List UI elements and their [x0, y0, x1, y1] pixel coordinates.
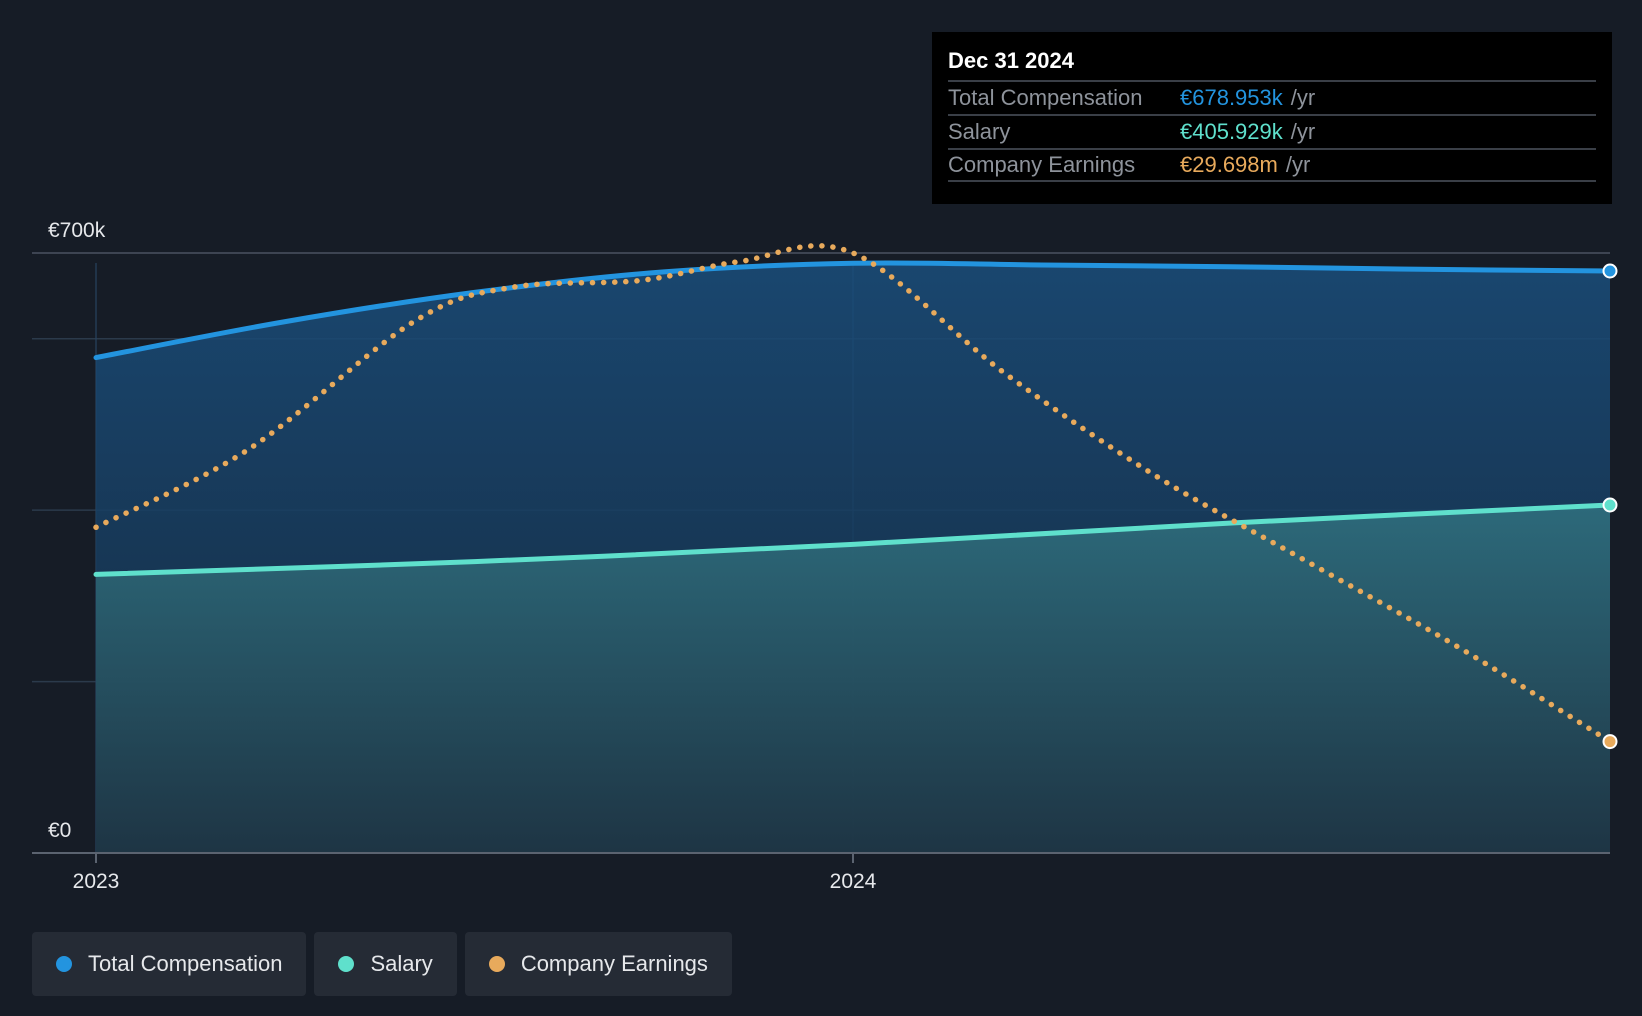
- tooltip-row-total-compensation: Total Compensation €678.953k /yr: [948, 80, 1596, 114]
- legend-item-total-compensation[interactable]: Total Compensation: [32, 932, 307, 996]
- y-tick-label: €0: [48, 819, 71, 842]
- tooltip-date: Dec 31 2024: [948, 48, 1074, 73]
- series-line-total-compensation: [93, 260, 1613, 361]
- tooltip-row-company-earnings: Company Earnings €29.698m /yr: [948, 148, 1596, 182]
- area-salary: [96, 505, 1610, 853]
- tooltip-label: Salary: [948, 119, 1011, 144]
- legend-dot-icon: [488, 956, 505, 972]
- area-layer: [96, 262, 1610, 853]
- tooltip-label: Company Earnings: [948, 152, 1136, 177]
- legend-item-company-earnings[interactable]: Company Earnings: [464, 932, 732, 996]
- legend-dot-icon: [56, 956, 72, 972]
- legend-dot-icon: [338, 956, 355, 972]
- legend-label: Total Compensation: [88, 951, 283, 976]
- series-line-salary: [93, 502, 1613, 577]
- legend-item-salary[interactable]: Salary: [314, 932, 457, 996]
- legend-label: Salary: [370, 951, 433, 976]
- axis-layer: 2023 2024 €700k €0: [32, 219, 1610, 893]
- legend: Total Compensation Salary Company Earnin…: [32, 932, 732, 996]
- tooltip-unit: /yr: [1290, 119, 1316, 144]
- tooltip-row-salary: Salary €405.929k /yr: [948, 114, 1596, 148]
- line-layer: [93, 243, 1618, 750]
- x-tick-label: 2024: [830, 870, 877, 893]
- tooltip-label: Total Compensation: [948, 85, 1143, 110]
- series-end-marker: [1602, 734, 1618, 750]
- tooltip: Dec 31 2024 Total Compensation €678.953k…: [932, 32, 1612, 204]
- tooltip-unit: /yr: [1290, 85, 1316, 110]
- y-tick-label: €700k: [48, 219, 106, 242]
- legend-label: Company Earnings: [520, 951, 708, 976]
- series-line-company-earnings: [93, 243, 1613, 745]
- series-end-marker: [1602, 263, 1618, 279]
- tooltip-value: €405.929k: [1180, 119, 1283, 144]
- tooltip-value: €678.953k: [1180, 85, 1283, 110]
- x-tick-label: 2023: [73, 870, 120, 893]
- tooltip-value: €29.698m: [1180, 152, 1278, 177]
- tooltip-unit: /yr: [1285, 152, 1311, 177]
- series-end-marker: [1602, 497, 1618, 513]
